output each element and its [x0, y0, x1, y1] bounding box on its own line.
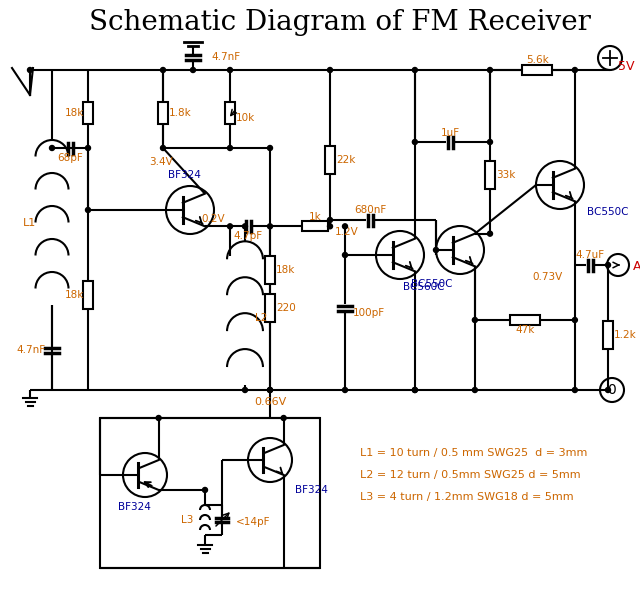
Circle shape	[156, 415, 161, 420]
Text: <14pF: <14pF	[236, 517, 271, 527]
Circle shape	[328, 224, 333, 229]
Text: 3.4V: 3.4V	[149, 157, 173, 167]
Bar	[325, 146, 335, 174]
Text: 4.7nF: 4.7nF	[17, 345, 46, 355]
Text: 0.73V: 0.73V	[532, 272, 563, 282]
Circle shape	[342, 388, 348, 393]
Text: BF324: BF324	[168, 170, 201, 180]
Text: 47k: 47k	[515, 325, 534, 335]
Circle shape	[572, 318, 577, 323]
Text: BC560C: BC560C	[403, 282, 445, 292]
Text: L1 = 10 turn / 0.5 mm SWG25  d = 3mm: L1 = 10 turn / 0.5 mm SWG25 d = 3mm	[360, 448, 588, 458]
Circle shape	[28, 68, 33, 72]
Circle shape	[412, 139, 417, 145]
Circle shape	[472, 388, 477, 393]
Circle shape	[605, 388, 611, 393]
Text: L2 = 12 turn / 0.5mm SWG25 d = 5mm: L2 = 12 turn / 0.5mm SWG25 d = 5mm	[360, 470, 580, 480]
Bar	[83, 281, 93, 309]
Text: 33k: 33k	[496, 170, 515, 180]
Circle shape	[243, 224, 248, 229]
Text: L2: L2	[255, 313, 268, 323]
Circle shape	[433, 247, 438, 253]
Circle shape	[86, 207, 90, 212]
Bar	[100, 418, 320, 568]
Text: 1.2V: 1.2V	[335, 227, 359, 237]
Text: 5.6k: 5.6k	[526, 55, 549, 65]
Bar	[522, 65, 552, 75]
Circle shape	[268, 145, 273, 151]
Text: L1: L1	[23, 218, 36, 227]
Text: BF324: BF324	[295, 485, 328, 495]
Bar	[265, 294, 275, 322]
Circle shape	[191, 68, 195, 72]
Circle shape	[488, 68, 493, 72]
Circle shape	[472, 318, 477, 323]
Text: L3 = 4 turn / 1.2mm SWG18 d = 5mm: L3 = 4 turn / 1.2mm SWG18 d = 5mm	[360, 492, 573, 502]
Circle shape	[268, 224, 273, 229]
Text: 68pF: 68pF	[57, 153, 83, 163]
Text: 0: 0	[607, 383, 616, 397]
Text: 22k: 22k	[336, 155, 355, 165]
Circle shape	[412, 388, 417, 393]
Bar	[485, 161, 495, 189]
Text: 100pF: 100pF	[353, 308, 385, 318]
Circle shape	[268, 388, 273, 393]
Text: 4.7nF: 4.7nF	[211, 52, 240, 62]
Text: 18k: 18k	[276, 265, 296, 275]
Text: AF: AF	[633, 260, 640, 274]
Text: Schematic Diagram of FM Receiver: Schematic Diagram of FM Receiver	[89, 8, 591, 36]
Circle shape	[412, 388, 417, 393]
Circle shape	[202, 487, 207, 493]
Circle shape	[572, 68, 577, 72]
Text: 4.7uF: 4.7uF	[575, 250, 605, 260]
Circle shape	[328, 68, 333, 72]
Text: 4.7pF: 4.7pF	[234, 232, 262, 241]
Text: 1.8k: 1.8k	[169, 108, 192, 118]
Bar	[302, 221, 328, 232]
Circle shape	[281, 415, 286, 420]
Bar	[265, 256, 275, 284]
Bar	[225, 102, 235, 124]
Circle shape	[572, 388, 577, 393]
Circle shape	[412, 68, 417, 72]
Circle shape	[605, 262, 611, 268]
Bar	[603, 321, 613, 349]
Circle shape	[342, 224, 348, 229]
Circle shape	[227, 68, 232, 72]
Text: 0.2V: 0.2V	[202, 214, 225, 224]
Text: 1k: 1k	[308, 212, 321, 223]
Text: 18k: 18k	[65, 290, 84, 300]
Text: 1uF: 1uF	[440, 128, 460, 138]
Circle shape	[268, 388, 273, 393]
Text: BC550C: BC550C	[587, 207, 628, 217]
Circle shape	[243, 388, 248, 393]
Text: 10k: 10k	[236, 113, 255, 123]
Circle shape	[227, 224, 232, 229]
Bar	[510, 315, 540, 325]
Circle shape	[161, 68, 166, 72]
Text: 18k: 18k	[65, 108, 84, 118]
Text: 5V: 5V	[618, 60, 634, 72]
Text: BC550C: BC550C	[411, 279, 452, 289]
Text: 220: 220	[276, 303, 296, 313]
Text: 0.66V: 0.66V	[254, 397, 286, 407]
Bar	[158, 102, 168, 124]
Circle shape	[342, 253, 348, 257]
Text: 680nF: 680nF	[354, 205, 386, 215]
Text: L3: L3	[180, 515, 193, 525]
Circle shape	[49, 145, 54, 151]
Circle shape	[328, 218, 333, 223]
Circle shape	[488, 231, 493, 236]
Bar	[83, 102, 93, 124]
Text: BF324: BF324	[118, 502, 151, 512]
Circle shape	[227, 145, 232, 151]
Circle shape	[86, 145, 90, 151]
Circle shape	[488, 139, 493, 145]
Text: 1.2k: 1.2k	[614, 330, 637, 340]
Circle shape	[161, 145, 166, 151]
